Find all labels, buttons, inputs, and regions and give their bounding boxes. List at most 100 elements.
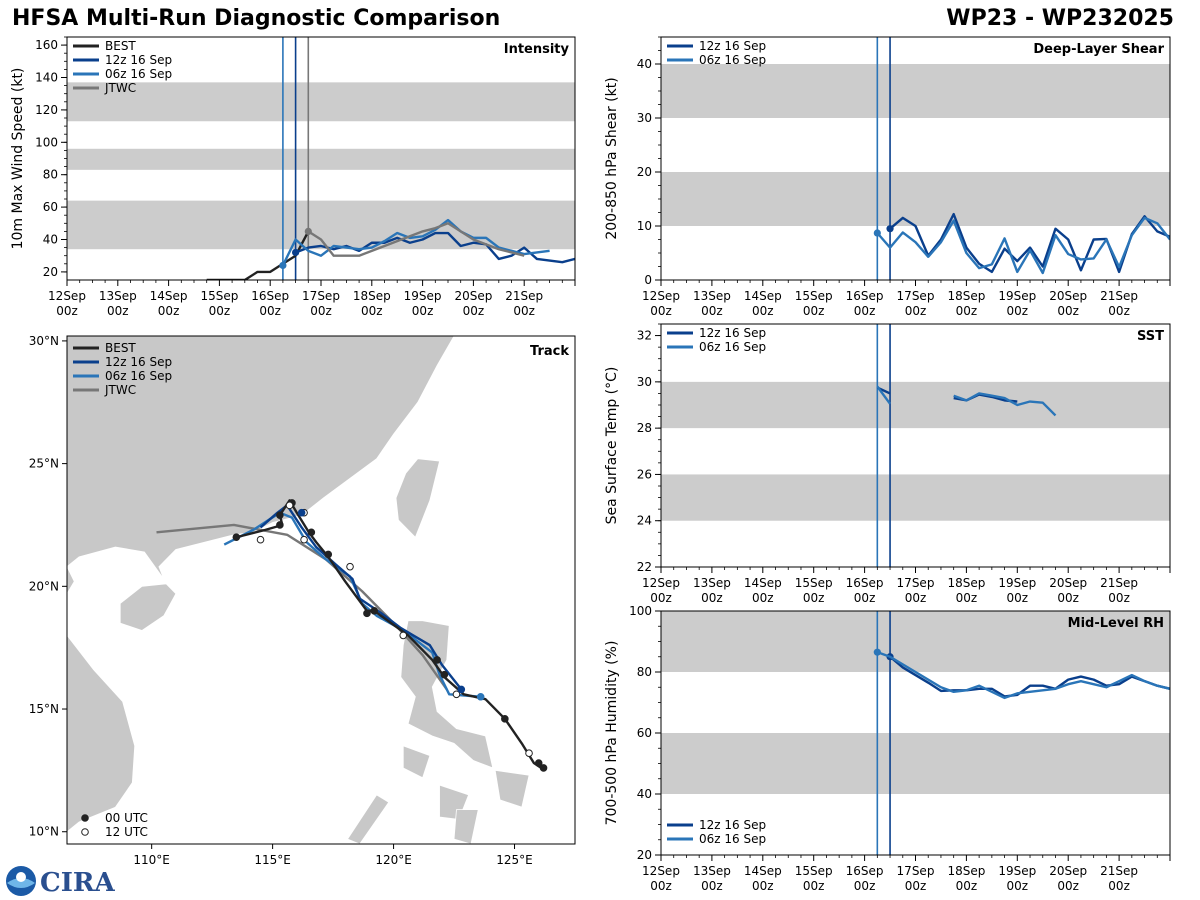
threshold-band — [661, 611, 1170, 672]
x-tick-label: 15Sep — [795, 576, 833, 590]
x-tick-label: 20Sep — [454, 289, 492, 303]
legend-label: 12z 16 Sep — [105, 355, 172, 369]
x-tick-hour: 00z — [701, 304, 723, 318]
noaa-logo-icon — [6, 866, 36, 896]
y-axis-label: 10m Max Wind Speed (kt) — [10, 68, 26, 250]
track-point-marker — [276, 511, 284, 519]
legend-label: 12z 16 Sep — [699, 326, 766, 340]
series-line-12z-16-sep — [889, 655, 1170, 698]
track-point-marker — [346, 562, 354, 571]
y-tick-label: 20 — [637, 165, 652, 179]
x-tick-label: 18Sep — [947, 576, 985, 590]
legend-label: 12z 16 Sep — [699, 818, 766, 832]
x-tick-hour: 00z — [361, 304, 383, 318]
track-group — [156, 499, 548, 772]
x-tick-hour: 00z — [56, 304, 78, 318]
panel-title: Deep-Layer Shear — [1033, 42, 1164, 57]
x-tick-label: 13Sep — [693, 864, 731, 878]
x-tick-label: 120°E — [375, 853, 412, 867]
x-tick-label: 15Sep — [795, 864, 833, 878]
sst-chart: 22242628303212Sep00z13Sep00z14Sep00z15Se… — [604, 323, 1171, 605]
y-tick-label: 24 — [637, 514, 652, 528]
x-tick-label: 18Sep — [947, 864, 985, 878]
panel-title: SST — [1137, 329, 1164, 344]
x-tick-label: 16Sep — [846, 864, 884, 878]
y-tick-label: 10 — [637, 219, 652, 233]
shear-chart: 01020304012Sep00z13Sep00z14Sep00z15Sep00… — [604, 36, 1171, 318]
threshold-band — [67, 148, 575, 170]
land-layer — [67, 336, 530, 844]
legend-label: 06z 16 Sep — [699, 53, 766, 67]
x-tick-hour: 00z — [1108, 304, 1130, 318]
y-tick-label: 60 — [637, 726, 652, 740]
legend-label: BEST — [105, 341, 136, 355]
y-tick-label: 80 — [637, 665, 652, 679]
track-point-marker — [363, 609, 371, 618]
track-point-marker — [440, 670, 449, 679]
track-point-marker — [285, 501, 294, 510]
x-tick-label: 14Sep — [150, 289, 188, 303]
x-tick-hour: 00z — [956, 591, 978, 605]
y-axis-label: 700-500 hPa Humidity (%) — [604, 641, 620, 826]
x-tick-label: 14Sep — [744, 289, 782, 303]
page-title: HFSA Multi-Run Diagnostic Comparison — [12, 6, 501, 31]
legend-marker — [81, 814, 89, 822]
x-tick-label: 20Sep — [1049, 289, 1087, 303]
y-tick-label: 120 — [35, 103, 58, 117]
storm-identifier: WP23 - WP232025 — [946, 6, 1174, 31]
series-group — [206, 218, 575, 280]
x-tick-label: 17Sep — [897, 289, 935, 303]
y-tick-label: 30 — [637, 375, 652, 389]
series-line-06z-16-sep — [876, 385, 892, 405]
track-point-marker — [307, 528, 316, 537]
x-tick-hour: 00z — [1108, 879, 1130, 893]
track-line-jtwc — [156, 523, 448, 691]
x-tick-label: 13Sep — [693, 576, 731, 590]
x-tick-hour: 00z — [905, 304, 927, 318]
x-tick-hour: 00z — [854, 879, 876, 893]
x-tick-hour: 00z — [107, 304, 129, 318]
x-tick-hour: 00z — [158, 304, 180, 318]
track-point-marker — [534, 759, 543, 767]
legend-marker — [81, 828, 89, 836]
track-point-marker — [232, 533, 241, 542]
series-start-marker — [279, 261, 287, 270]
x-tick-hour: 00z — [650, 879, 672, 893]
series-group — [873, 648, 1170, 700]
y-tick-label: 100 — [629, 604, 652, 618]
land-taiwan — [395, 458, 441, 538]
y-tick-label: 40 — [637, 57, 652, 71]
track-point-marker — [300, 535, 308, 544]
x-tick-label: 21Sep — [1100, 864, 1138, 878]
y-tick-label: 20 — [43, 265, 58, 279]
y-tick-label: 80 — [43, 168, 58, 182]
land-samar — [494, 769, 530, 808]
track-map: 110°E 115°E 120°E 125°E 10°N 15°N 20°N 25°N 30°N… — [29, 334, 576, 867]
series-line-jtwc — [307, 222, 525, 257]
x-tick-hour: 00z — [701, 591, 723, 605]
series-start-marker — [886, 225, 894, 233]
legend-label: 12z 16 Sep — [699, 39, 766, 53]
humidity-chart: 2040608010012Sep00z13Sep00z14Sep00z15Sep… — [604, 604, 1171, 893]
legend-label: 12z 16 Sep — [105, 53, 172, 67]
track-line-best — [236, 499, 542, 769]
x-tick-hour: 00z — [259, 304, 281, 318]
land-indochina — [67, 566, 136, 844]
series-start-marker — [873, 648, 881, 656]
x-tick-label: 19Sep — [404, 289, 442, 303]
y-axis-label: 200-850 hPa Shear (kt) — [604, 77, 620, 239]
x-tick-hour: 00z — [701, 879, 723, 893]
y-tick-label: 15°N — [29, 702, 59, 716]
track-point-marker — [324, 550, 333, 559]
series-group — [876, 385, 1057, 417]
y-tick-label: 160 — [35, 38, 58, 52]
y-tick-label: 60 — [43, 200, 58, 214]
y-tick-label: 30°N — [29, 334, 59, 348]
legend-label: JTWC — [104, 383, 136, 397]
x-tick-hour: 00z — [905, 879, 927, 893]
x-tick-label: 12Sep — [642, 576, 680, 590]
y-tick-label: 28 — [637, 421, 652, 435]
track-point-marker — [457, 685, 466, 694]
panel-title: Intensity — [504, 42, 570, 57]
series-start-marker — [873, 229, 881, 237]
